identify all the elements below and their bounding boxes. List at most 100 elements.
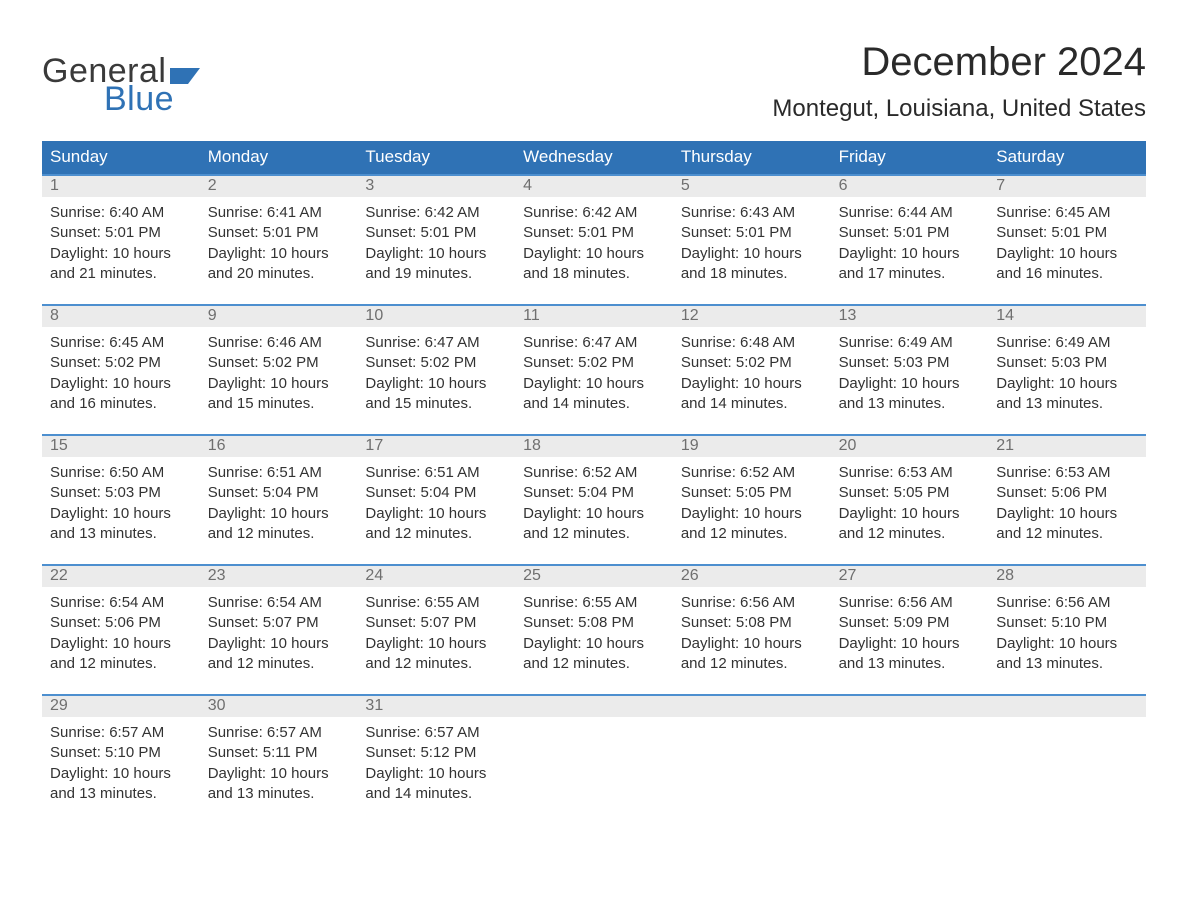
day2-text: and 12 minutes. — [681, 654, 823, 674]
day-details: Sunrise: 6:45 AMSunset: 5:01 PMDaylight:… — [996, 197, 1138, 284]
day-of-week-header: Sunday Monday Tuesday Wednesday Thursday… — [42, 141, 1146, 174]
day-number: 16 — [200, 436, 358, 457]
dow-wednesday: Wednesday — [515, 141, 673, 174]
day-cell: 6Sunrise: 6:44 AMSunset: 5:01 PMDaylight… — [831, 176, 989, 304]
dow-tuesday: Tuesday — [357, 141, 515, 174]
sunrise-text: Sunrise: 6:53 AM — [996, 463, 1138, 483]
day1-text: Daylight: 10 hours — [208, 504, 350, 524]
sunset-text: Sunset: 5:10 PM — [996, 613, 1138, 633]
title-block: December 2024 Montegut, Louisiana, Unite… — [772, 40, 1146, 123]
day-details: Sunrise: 6:49 AMSunset: 5:03 PMDaylight:… — [996, 327, 1138, 414]
day-details: Sunrise: 6:42 AMSunset: 5:01 PMDaylight:… — [523, 197, 665, 284]
day-cell: 4Sunrise: 6:42 AMSunset: 5:01 PMDaylight… — [515, 176, 673, 304]
day-cell: 16Sunrise: 6:51 AMSunset: 5:04 PMDayligh… — [200, 436, 358, 564]
calendar-page: General Blue December 2024 Montegut, Lou… — [0, 0, 1188, 854]
sunset-text: Sunset: 5:03 PM — [50, 483, 192, 503]
empty-day-cell — [515, 696, 673, 824]
day2-text: and 12 minutes. — [208, 654, 350, 674]
day-details: Sunrise: 6:51 AMSunset: 5:04 PMDaylight:… — [365, 457, 507, 544]
dow-saturday: Saturday — [988, 141, 1146, 174]
sunset-text: Sunset: 5:07 PM — [365, 613, 507, 633]
day-number: 9 — [200, 306, 358, 327]
sunrise-text: Sunrise: 6:44 AM — [839, 203, 981, 223]
sunrise-text: Sunrise: 6:51 AM — [365, 463, 507, 483]
sunset-text: Sunset: 5:10 PM — [50, 743, 192, 763]
sunrise-text: Sunrise: 6:57 AM — [365, 723, 507, 743]
day-cell: 14Sunrise: 6:49 AMSunset: 5:03 PMDayligh… — [988, 306, 1146, 434]
day-number: 17 — [357, 436, 515, 457]
day-number: 28 — [988, 566, 1146, 587]
sunrise-text: Sunrise: 6:45 AM — [996, 203, 1138, 223]
day-cell: 26Sunrise: 6:56 AMSunset: 5:08 PMDayligh… — [673, 566, 831, 694]
day-details: Sunrise: 6:56 AMSunset: 5:10 PMDaylight:… — [996, 587, 1138, 674]
day-details: Sunrise: 6:43 AMSunset: 5:01 PMDaylight:… — [681, 197, 823, 284]
day2-text: and 15 minutes. — [208, 394, 350, 414]
sunrise-text: Sunrise: 6:51 AM — [208, 463, 350, 483]
day-cell: 27Sunrise: 6:56 AMSunset: 5:09 PMDayligh… — [831, 566, 989, 694]
day-cell: 22Sunrise: 6:54 AMSunset: 5:06 PMDayligh… — [42, 566, 200, 694]
week-row: 8Sunrise: 6:45 AMSunset: 5:02 PMDaylight… — [42, 304, 1146, 434]
week-row: 1Sunrise: 6:40 AMSunset: 5:01 PMDaylight… — [42, 174, 1146, 304]
brand-word-2: Blue — [104, 82, 200, 116]
day-cell: 18Sunrise: 6:52 AMSunset: 5:04 PMDayligh… — [515, 436, 673, 564]
sunrise-text: Sunrise: 6:52 AM — [681, 463, 823, 483]
day1-text: Daylight: 10 hours — [50, 374, 192, 394]
day-number: 25 — [515, 566, 673, 587]
sunrise-text: Sunrise: 6:46 AM — [208, 333, 350, 353]
day2-text: and 18 minutes. — [523, 264, 665, 284]
day2-text: and 13 minutes. — [50, 524, 192, 544]
sunrise-text: Sunrise: 6:57 AM — [208, 723, 350, 743]
day-cell: 9Sunrise: 6:46 AMSunset: 5:02 PMDaylight… — [200, 306, 358, 434]
sunrise-text: Sunrise: 6:47 AM — [365, 333, 507, 353]
day-cell: 19Sunrise: 6:52 AMSunset: 5:05 PMDayligh… — [673, 436, 831, 564]
day-details — [996, 717, 1138, 723]
day1-text: Daylight: 10 hours — [996, 374, 1138, 394]
day1-text: Daylight: 10 hours — [208, 374, 350, 394]
day-details: Sunrise: 6:49 AMSunset: 5:03 PMDaylight:… — [839, 327, 981, 414]
day-number: 14 — [988, 306, 1146, 327]
day2-text: and 12 minutes. — [523, 654, 665, 674]
day-number: 2 — [200, 176, 358, 197]
sunset-text: Sunset: 5:02 PM — [365, 353, 507, 373]
sunset-text: Sunset: 5:09 PM — [839, 613, 981, 633]
day-details: Sunrise: 6:46 AMSunset: 5:02 PMDaylight:… — [208, 327, 350, 414]
day1-text: Daylight: 10 hours — [839, 374, 981, 394]
day-number: 20 — [831, 436, 989, 457]
sunset-text: Sunset: 5:12 PM — [365, 743, 507, 763]
day1-text: Daylight: 10 hours — [50, 504, 192, 524]
sunset-text: Sunset: 5:08 PM — [681, 613, 823, 633]
day2-text: and 17 minutes. — [839, 264, 981, 284]
day1-text: Daylight: 10 hours — [365, 634, 507, 654]
day-cell: 2Sunrise: 6:41 AMSunset: 5:01 PMDaylight… — [200, 176, 358, 304]
day-cell: 29Sunrise: 6:57 AMSunset: 5:10 PMDayligh… — [42, 696, 200, 824]
day1-text: Daylight: 10 hours — [50, 764, 192, 784]
day-number: 19 — [673, 436, 831, 457]
day2-text: and 13 minutes. — [208, 784, 350, 804]
sunset-text: Sunset: 5:02 PM — [208, 353, 350, 373]
day-cell: 30Sunrise: 6:57 AMSunset: 5:11 PMDayligh… — [200, 696, 358, 824]
sunrise-text: Sunrise: 6:41 AM — [208, 203, 350, 223]
calendar-grid: Sunday Monday Tuesday Wednesday Thursday… — [42, 141, 1146, 824]
sunrise-text: Sunrise: 6:42 AM — [365, 203, 507, 223]
sunset-text: Sunset: 5:01 PM — [50, 223, 192, 243]
day-number: 10 — [357, 306, 515, 327]
day1-text: Daylight: 10 hours — [365, 374, 507, 394]
day-number: 15 — [42, 436, 200, 457]
day-cell: 23Sunrise: 6:54 AMSunset: 5:07 PMDayligh… — [200, 566, 358, 694]
day-details: Sunrise: 6:57 AMSunset: 5:11 PMDaylight:… — [208, 717, 350, 804]
page-title: December 2024 — [772, 40, 1146, 85]
day-number: 26 — [673, 566, 831, 587]
sunset-text: Sunset: 5:01 PM — [365, 223, 507, 243]
day1-text: Daylight: 10 hours — [839, 504, 981, 524]
day1-text: Daylight: 10 hours — [208, 244, 350, 264]
day2-text: and 20 minutes. — [208, 264, 350, 284]
day2-text: and 14 minutes. — [365, 784, 507, 804]
sunrise-text: Sunrise: 6:47 AM — [523, 333, 665, 353]
day-number: 18 — [515, 436, 673, 457]
day-number — [988, 696, 1146, 717]
day-cell: 28Sunrise: 6:56 AMSunset: 5:10 PMDayligh… — [988, 566, 1146, 694]
day-number: 4 — [515, 176, 673, 197]
sunset-text: Sunset: 5:02 PM — [681, 353, 823, 373]
sunset-text: Sunset: 5:04 PM — [365, 483, 507, 503]
day-cell: 8Sunrise: 6:45 AMSunset: 5:02 PMDaylight… — [42, 306, 200, 434]
